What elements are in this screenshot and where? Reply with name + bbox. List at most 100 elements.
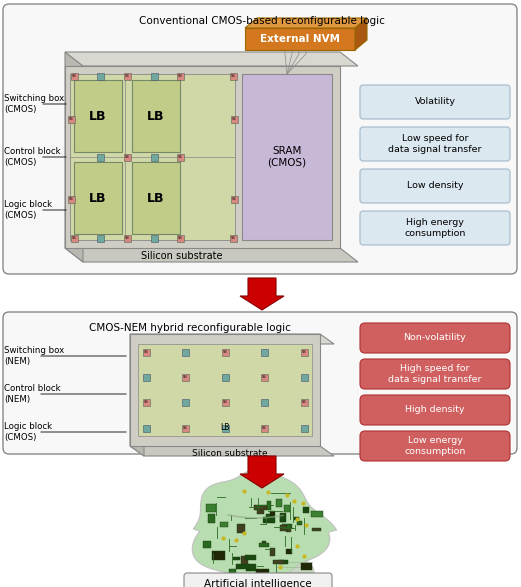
- Bar: [229, 234, 237, 241]
- Bar: [221, 373, 229, 380]
- Bar: [230, 116, 238, 123]
- Bar: [221, 399, 229, 406]
- Bar: [138, 344, 312, 436]
- Bar: [143, 424, 150, 431]
- Bar: [230, 195, 238, 203]
- Bar: [177, 73, 183, 79]
- Bar: [301, 563, 312, 570]
- FancyBboxPatch shape: [360, 431, 510, 461]
- Bar: [279, 559, 288, 564]
- FancyBboxPatch shape: [360, 395, 510, 425]
- Bar: [280, 525, 287, 531]
- Polygon shape: [240, 456, 284, 488]
- Bar: [256, 569, 269, 574]
- Polygon shape: [130, 334, 334, 344]
- Bar: [242, 74, 332, 240]
- Bar: [132, 80, 180, 152]
- Bar: [96, 73, 104, 79]
- Bar: [311, 511, 323, 517]
- Text: Artificial intelligence: Artificial intelligence: [204, 579, 312, 587]
- Bar: [132, 162, 180, 234]
- Bar: [262, 541, 266, 545]
- Text: SB: SB: [183, 426, 188, 430]
- Text: Logic block
(CMOS): Logic block (CMOS): [4, 422, 52, 441]
- FancyBboxPatch shape: [184, 573, 332, 587]
- Polygon shape: [245, 18, 367, 28]
- Bar: [96, 234, 104, 241]
- Bar: [269, 511, 275, 517]
- Bar: [220, 522, 228, 527]
- Bar: [221, 349, 229, 356]
- Bar: [74, 80, 122, 152]
- Text: Logic block
(CMOS): Logic block (CMOS): [4, 200, 52, 220]
- Bar: [267, 501, 271, 510]
- Bar: [283, 525, 291, 528]
- Polygon shape: [65, 52, 83, 262]
- Bar: [266, 514, 274, 520]
- Polygon shape: [192, 469, 337, 576]
- Bar: [257, 507, 264, 514]
- Text: Silicon substrate: Silicon substrate: [192, 448, 268, 457]
- Bar: [270, 548, 275, 556]
- Bar: [177, 153, 183, 160]
- Text: SB: SB: [125, 236, 129, 240]
- Text: LB: LB: [89, 191, 107, 204]
- Bar: [260, 424, 267, 431]
- Bar: [123, 73, 130, 79]
- Text: SB: SB: [178, 155, 182, 159]
- Text: LB: LB: [147, 110, 165, 123]
- FancyBboxPatch shape: [360, 169, 510, 203]
- Text: SB: SB: [144, 350, 148, 354]
- Bar: [229, 73, 237, 79]
- Bar: [143, 399, 150, 406]
- Bar: [294, 517, 299, 520]
- Text: SB: SB: [69, 117, 73, 121]
- Bar: [96, 153, 104, 160]
- Bar: [70, 74, 235, 240]
- Bar: [68, 195, 75, 203]
- Bar: [301, 424, 307, 431]
- Text: CMOS-NEM hybrid reconfigurable logic: CMOS-NEM hybrid reconfigurable logic: [89, 323, 291, 333]
- Text: LB: LB: [89, 110, 107, 123]
- Bar: [181, 373, 189, 380]
- FancyBboxPatch shape: [360, 127, 510, 161]
- Bar: [301, 399, 307, 406]
- Polygon shape: [355, 18, 367, 50]
- Text: Non-volatility: Non-volatility: [404, 333, 466, 342]
- Bar: [181, 399, 189, 406]
- Text: SB: SB: [231, 74, 235, 78]
- Bar: [245, 555, 256, 559]
- Text: Switching box
(CMOS): Switching box (CMOS): [4, 95, 64, 114]
- Bar: [70, 73, 78, 79]
- Bar: [235, 564, 249, 569]
- FancyBboxPatch shape: [360, 211, 510, 245]
- Polygon shape: [65, 52, 358, 66]
- Bar: [177, 234, 183, 241]
- Text: SB: SB: [231, 236, 235, 240]
- Text: SB: SB: [302, 400, 306, 404]
- Bar: [272, 560, 283, 564]
- FancyBboxPatch shape: [360, 359, 510, 389]
- Text: Control block
(NEM): Control block (NEM): [4, 384, 60, 404]
- FancyBboxPatch shape: [3, 4, 517, 274]
- Bar: [204, 541, 212, 548]
- Bar: [260, 399, 267, 406]
- Text: SRAM
(CMOS): SRAM (CMOS): [267, 146, 306, 168]
- Text: Low energy
consumption: Low energy consumption: [404, 436, 466, 456]
- Bar: [238, 524, 245, 533]
- Bar: [263, 517, 275, 524]
- Text: Low density: Low density: [407, 181, 463, 191]
- Bar: [313, 528, 321, 531]
- Bar: [151, 234, 157, 241]
- Text: LB: LB: [147, 191, 165, 204]
- Text: SB: SB: [222, 350, 227, 354]
- Bar: [303, 507, 308, 512]
- Bar: [260, 373, 267, 380]
- Text: SB: SB: [144, 400, 148, 404]
- Polygon shape: [130, 446, 334, 456]
- Text: High density: High density: [405, 406, 465, 414]
- FancyBboxPatch shape: [360, 323, 510, 353]
- Text: SB: SB: [262, 426, 266, 430]
- Text: SB: SB: [222, 400, 227, 404]
- Ellipse shape: [272, 558, 314, 586]
